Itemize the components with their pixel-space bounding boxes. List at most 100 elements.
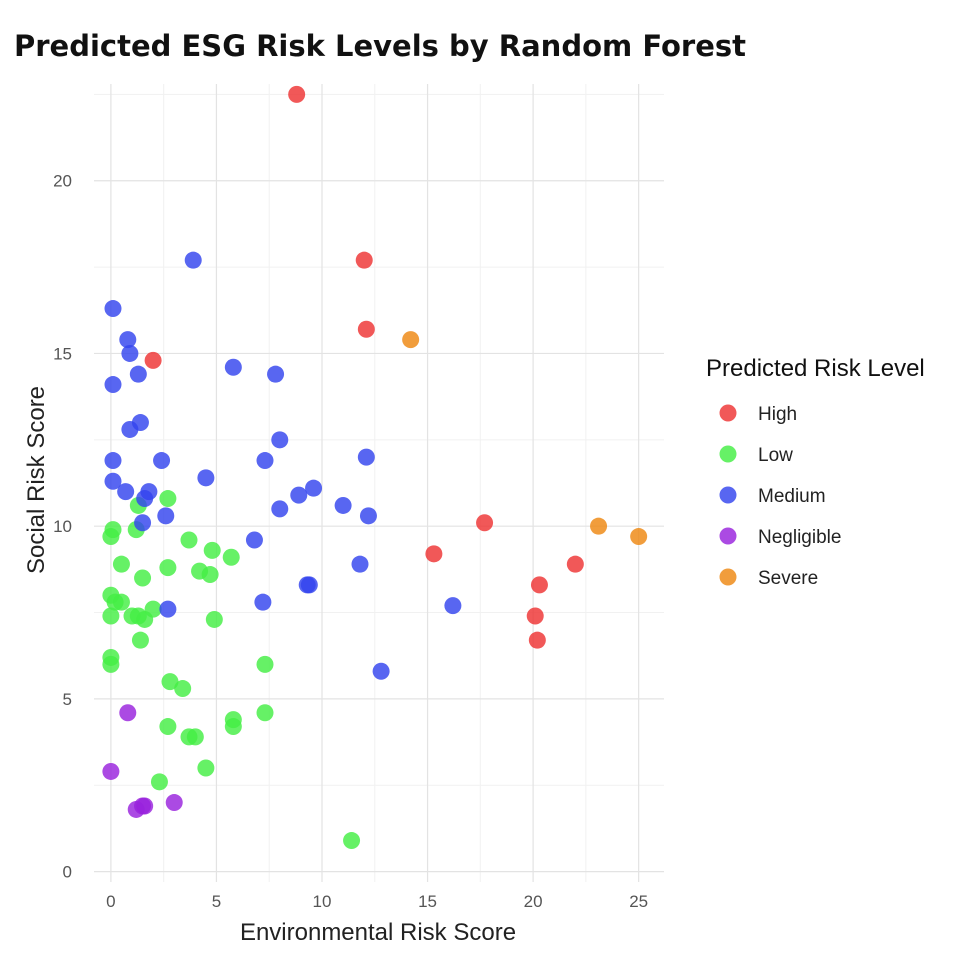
point-medium (129, 365, 147, 383)
point-medium (224, 358, 242, 376)
point-medium (444, 597, 462, 615)
legend-key-negligible (719, 527, 737, 545)
point-low (150, 773, 168, 791)
x-axis-title: Environmental Risk Score (240, 919, 516, 946)
point-medium (153, 452, 171, 470)
legend-key-high (719, 404, 737, 422)
point-severe (590, 517, 608, 535)
point-medium (197, 469, 215, 487)
point-medium (117, 483, 135, 501)
point-high (476, 514, 494, 532)
point-medium (119, 331, 137, 349)
point-high (526, 607, 544, 625)
point-medium (334, 496, 352, 514)
point-medium (267, 365, 285, 383)
legend-label-negligible: Negligible (758, 527, 841, 548)
point-low (343, 832, 361, 850)
point-medium (104, 452, 122, 470)
legend-key-low (719, 445, 737, 463)
point-medium (271, 431, 289, 449)
chart-title: Predicted ESG Risk Levels by Random Fore… (14, 29, 746, 63)
point-low (159, 718, 177, 736)
y-tick-label: 10 (53, 517, 72, 536)
point-medium (121, 420, 139, 438)
y-tick-label: 20 (53, 172, 72, 191)
legend-title: Predicted Risk Level (706, 355, 925, 382)
legend: Predicted Risk Level High Low Medium Neglig… (706, 355, 925, 589)
point-medium (254, 593, 272, 611)
point-low (205, 610, 223, 628)
point-medium (104, 472, 122, 490)
x-tick-label: 15 (418, 892, 437, 911)
point-medium (271, 500, 289, 518)
point-high (528, 631, 546, 649)
legend-label-severe: Severe (758, 568, 818, 589)
point-medium (104, 300, 122, 318)
point-low (186, 728, 204, 746)
point-low (180, 531, 198, 549)
point-medium (121, 344, 139, 362)
point-medium (300, 576, 318, 594)
point-low (129, 607, 147, 625)
point-low (134, 569, 152, 587)
point-low (174, 680, 192, 698)
y-tick-label: 15 (53, 344, 72, 363)
point-medium (136, 490, 154, 508)
point-high (355, 251, 373, 269)
point-medium (157, 507, 175, 525)
point-low (224, 718, 242, 736)
legend-label-low: Low (758, 445, 793, 466)
x-tick-label: 0 (106, 892, 115, 911)
point-medium (351, 555, 369, 573)
legend-key-severe (719, 568, 737, 586)
point-medium (104, 376, 122, 394)
point-low (197, 759, 215, 777)
point-low (102, 528, 120, 546)
point-high (288, 85, 306, 103)
point-low (201, 566, 219, 584)
data-points (102, 85, 648, 850)
x-tick-label: 20 (524, 892, 543, 911)
point-negligible (102, 762, 120, 780)
y-axis-title: Social Risk Score (23, 386, 50, 574)
point-medium (359, 507, 377, 525)
point-low (102, 655, 120, 673)
point-medium (372, 662, 390, 680)
point-low (159, 559, 177, 577)
point-low (112, 593, 130, 611)
point-medium (290, 486, 308, 504)
point-medium (245, 531, 263, 549)
point-medium (357, 448, 375, 466)
point-negligible (119, 704, 137, 722)
point-low (102, 607, 120, 625)
point-medium (305, 479, 323, 497)
point-high (144, 351, 162, 369)
point-low (159, 490, 177, 508)
point-low (161, 673, 179, 691)
point-high (530, 576, 548, 594)
point-medium (134, 514, 152, 532)
tick-labels: 0 5 10 15 20 25 0 5 10 15 20 (53, 172, 648, 911)
x-tick-label: 5 (212, 892, 221, 911)
point-negligible (165, 794, 183, 812)
y-tick-label: 0 (63, 863, 72, 882)
point-negligible (136, 797, 154, 815)
point-high (357, 320, 375, 338)
point-low (112, 555, 130, 573)
point-low (256, 655, 274, 673)
point-low (131, 631, 149, 649)
point-high (425, 545, 443, 563)
point-low (203, 541, 221, 559)
x-tick-label: 10 (313, 892, 332, 911)
point-high (566, 555, 584, 573)
legend-key-medium (719, 486, 737, 504)
legend-label-high: High (758, 404, 797, 425)
point-medium (184, 251, 202, 269)
legend-label-medium: Medium (758, 486, 826, 507)
point-severe (402, 331, 420, 349)
y-tick-label: 5 (63, 690, 72, 709)
grid (94, 84, 664, 882)
point-low (256, 704, 274, 722)
x-tick-label: 25 (629, 892, 648, 911)
